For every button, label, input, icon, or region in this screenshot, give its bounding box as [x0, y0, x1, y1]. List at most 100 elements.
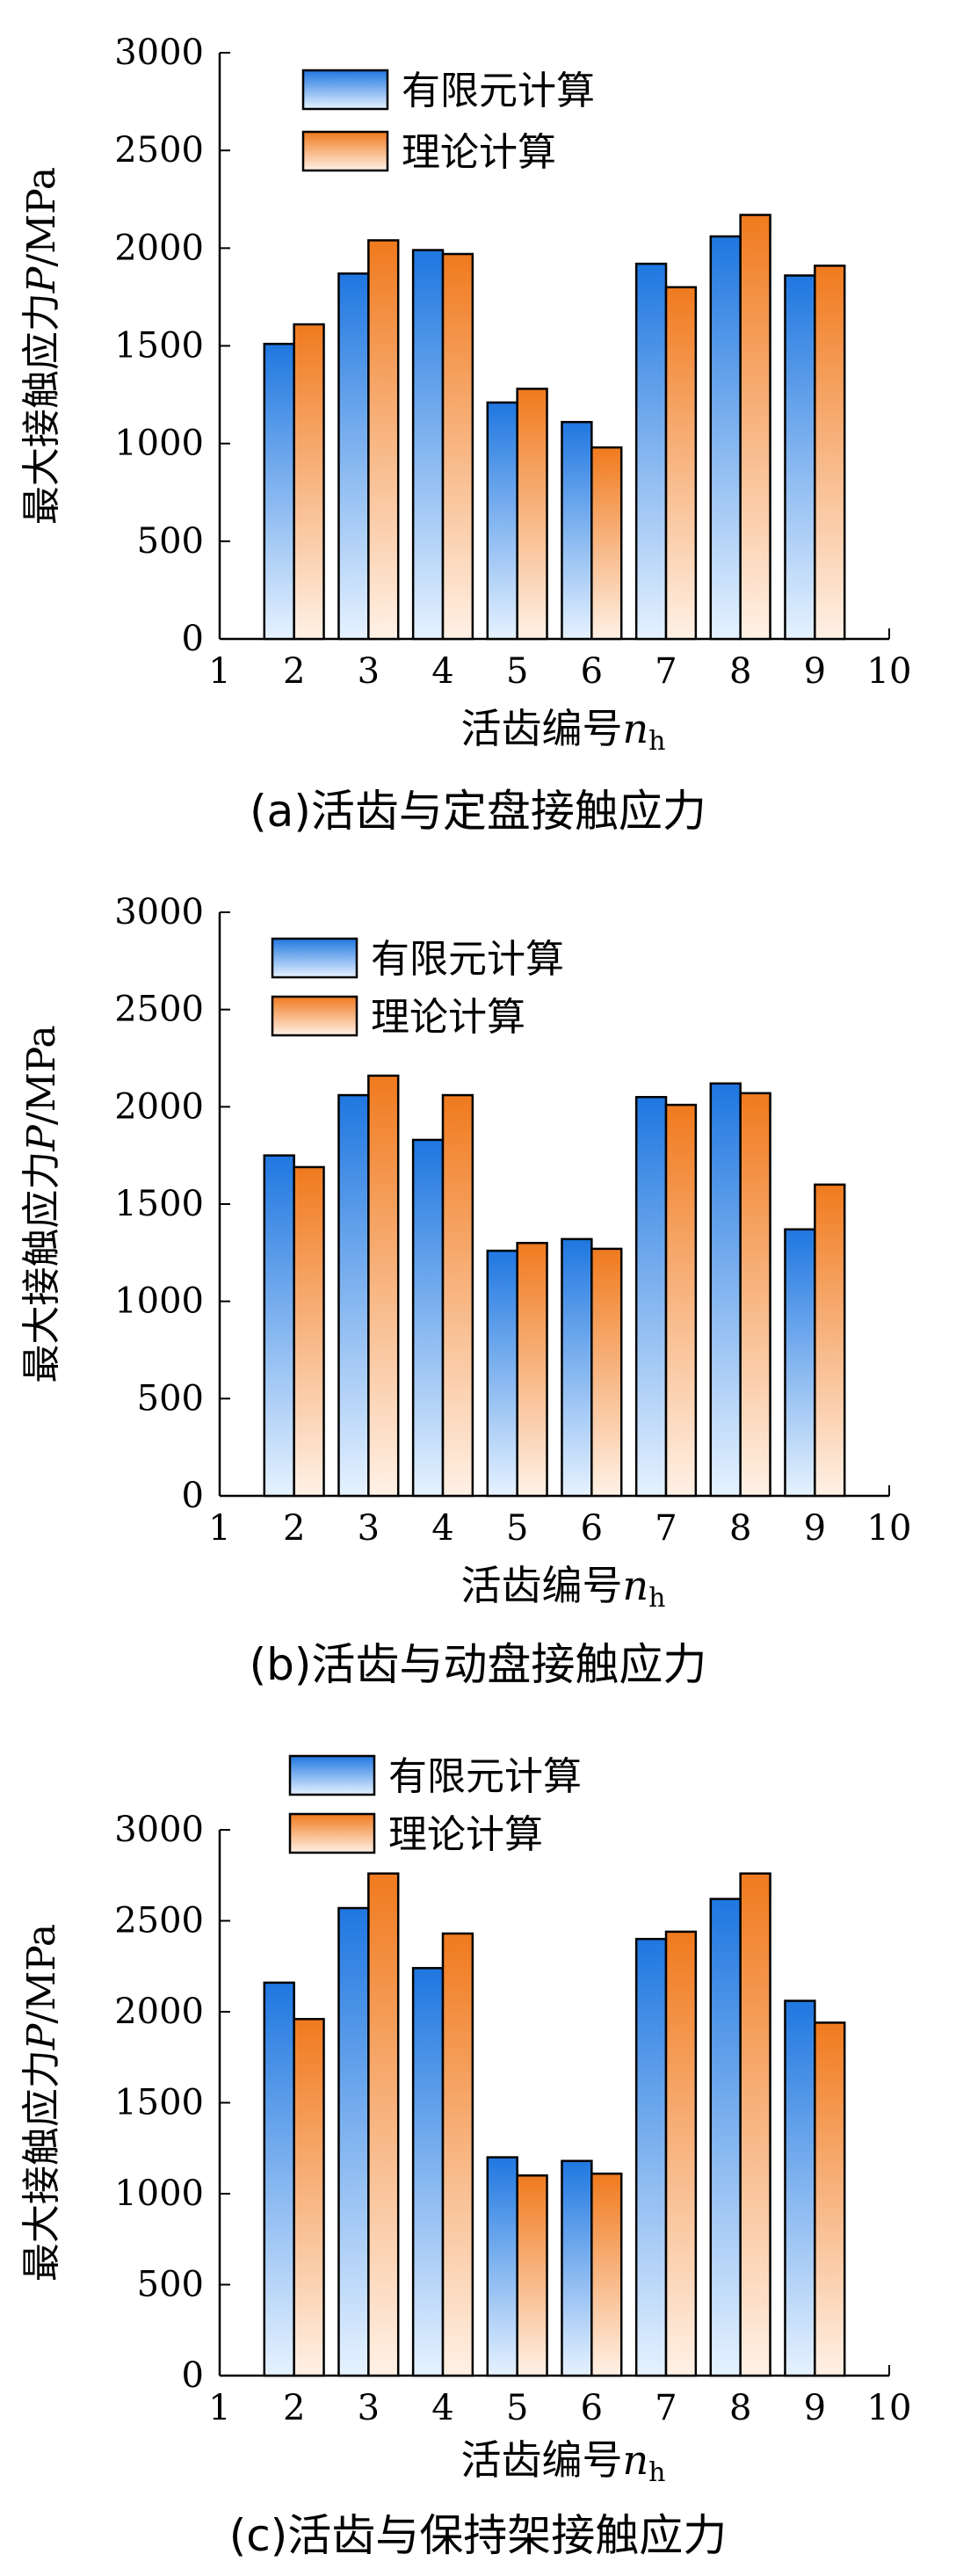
bar-theory-3	[367, 1872, 400, 2377]
x-tick-label: 2	[283, 1508, 305, 1549]
bar-theory-6	[590, 1247, 623, 1498]
y-tick-label: 2000	[114, 228, 204, 268]
legend-swatch-fe	[288, 1754, 376, 1796]
x-tick-label: 5	[506, 651, 528, 692]
x-tick-label: 5	[506, 2388, 528, 2428]
x-tick-label: 10	[867, 1508, 912, 1549]
x-tick-label: 6	[581, 651, 603, 692]
bar-theory-5	[516, 1242, 548, 1498]
x-tick-label: 8	[729, 1508, 751, 1549]
bar-theory-9	[814, 1183, 846, 1498]
y-tick-label: 2000	[114, 1992, 204, 2032]
bar-fe-5	[486, 2156, 518, 2377]
bar-fe-5	[486, 401, 518, 641]
legend-swatch-theory	[301, 130, 389, 172]
bar-fe-4	[411, 249, 445, 641]
bar-theory-8	[739, 1092, 771, 1498]
bar-theory-2	[293, 323, 325, 641]
bar-theory-8	[739, 1872, 771, 2377]
x-tick-label: 7	[655, 2388, 677, 2428]
legend-label-theory: 理论计算	[402, 130, 556, 175]
bar-fe-3	[337, 1093, 370, 1498]
bar-fe-3	[337, 1906, 370, 2377]
bar-fe-2	[263, 1981, 295, 2377]
bar-theory-8	[739, 214, 771, 641]
bar-theory-7	[664, 1103, 698, 1498]
x-tick-label: 1	[208, 2388, 230, 2428]
bar-theory-2	[293, 1165, 325, 1498]
x-tick-label: 9	[804, 2388, 826, 2428]
bar-fe-5	[486, 1249, 518, 1498]
x-tick-label: 6	[581, 1508, 603, 1549]
legend-swatch-theory	[271, 995, 358, 1037]
panel-caption: (b)活齿与动盘接触应力	[250, 1639, 707, 1690]
bar-fe-7	[634, 1096, 668, 1498]
x-tick-label: 1	[208, 1508, 230, 1549]
chart-panel-2: 0 500 1000 1500 2000 2500 3000 1 2 3 4 5 6 7 8 9 10 有限元计算…	[19, 892, 911, 1690]
chart-panel-1: 0 500 1000 1500 2000 2500 3000 1 2 3 4 5 6 7 8 9 10 有限元计算…	[19, 33, 911, 837]
bar-theory-9	[814, 2021, 846, 2377]
bar-theory-6	[590, 446, 623, 641]
panel-caption: (c)活齿与保持架接触应力	[229, 2510, 728, 2561]
bar-fe-9	[784, 1999, 816, 2377]
y-tick-label: 2500	[114, 1901, 204, 1941]
y-axis-label: 最大接触应力P/MPa	[19, 167, 64, 525]
legend-label-fe: 有限元计算	[371, 937, 564, 982]
x-tick-label: 3	[358, 2388, 380, 2428]
bar-fe-3	[337, 272, 370, 641]
y-tick-label: 3000	[114, 892, 204, 932]
legend-label-fe: 有限元计算	[388, 1754, 582, 1799]
legend-swatch-fe	[301, 69, 389, 111]
legend-label-fe: 有限元计算	[402, 69, 595, 113]
bar-theory-3	[367, 1074, 400, 1498]
bar-fe-6	[561, 2159, 593, 2377]
panel-caption: (a)活齿与定盘接触应力	[250, 786, 706, 837]
y-tick-label: 0	[182, 2355, 204, 2396]
bar-theory-4	[441, 1093, 474, 1498]
legend-label-theory: 理论计算	[371, 995, 525, 1040]
x-tick-label: 10	[867, 2388, 912, 2428]
bar-fe-4	[411, 1138, 445, 1498]
bar-theory-9	[814, 265, 846, 641]
legend-label-theory: 理论计算	[388, 1812, 543, 1857]
x-tick-label: 1	[208, 651, 230, 692]
bar-theory-3	[367, 239, 400, 641]
bar-fe-2	[263, 1154, 295, 1498]
y-tick-label: 1500	[114, 1184, 204, 1224]
bar-theory-7	[664, 286, 698, 641]
y-tick-label: 500	[137, 521, 204, 562]
y-tick-label: 0	[182, 1476, 204, 1516]
y-tick-label: 500	[137, 1378, 204, 1419]
bar-theory-6	[590, 2172, 623, 2377]
x-tick-label: 6	[581, 2388, 603, 2428]
y-tick-label: 1500	[114, 2083, 204, 2123]
x-tick-label: 4	[431, 2388, 453, 2428]
y-tick-label: 3000	[114, 33, 204, 73]
x-tick-label: 2	[283, 2388, 305, 2428]
x-tick-label: 9	[804, 1508, 826, 1549]
bar-fe-8	[709, 1082, 742, 1498]
y-axis-label: 最大接触应力P/MPa	[19, 1924, 64, 2282]
x-axis-label: 活齿编号nh	[461, 2436, 666, 2488]
bar-theory-4	[441, 1932, 474, 2377]
y-axis-label: 最大接触应力P/MPa	[19, 1025, 64, 1382]
x-tick-label: 10	[867, 651, 912, 692]
x-tick-label: 3	[358, 1508, 380, 1549]
bar-fe-9	[784, 1228, 816, 1498]
x-tick-label: 8	[729, 651, 751, 692]
y-tick-label: 1000	[114, 2173, 204, 2214]
bar-fe-4	[411, 1967, 445, 2377]
bar-fe-2	[263, 343, 295, 641]
bar-fe-6	[561, 1237, 593, 1498]
x-tick-label: 7	[655, 651, 677, 692]
y-tick-label: 1000	[114, 1281, 204, 1322]
y-tick-label: 1000	[114, 424, 204, 464]
y-tick-label: 1500	[114, 326, 204, 366]
bar-fe-9	[784, 274, 816, 641]
x-tick-label: 7	[655, 1508, 677, 1549]
bar-fe-8	[709, 1898, 742, 2377]
y-tick-label: 2500	[114, 130, 204, 171]
chart-panel-3: 0 500 1000 1500 2000 2500 3000 1 2 3 4 5 6 7 8 9 10 有限元计算…	[19, 1754, 911, 2561]
x-tick-label: 4	[431, 1508, 453, 1549]
bar-fe-8	[709, 235, 742, 641]
